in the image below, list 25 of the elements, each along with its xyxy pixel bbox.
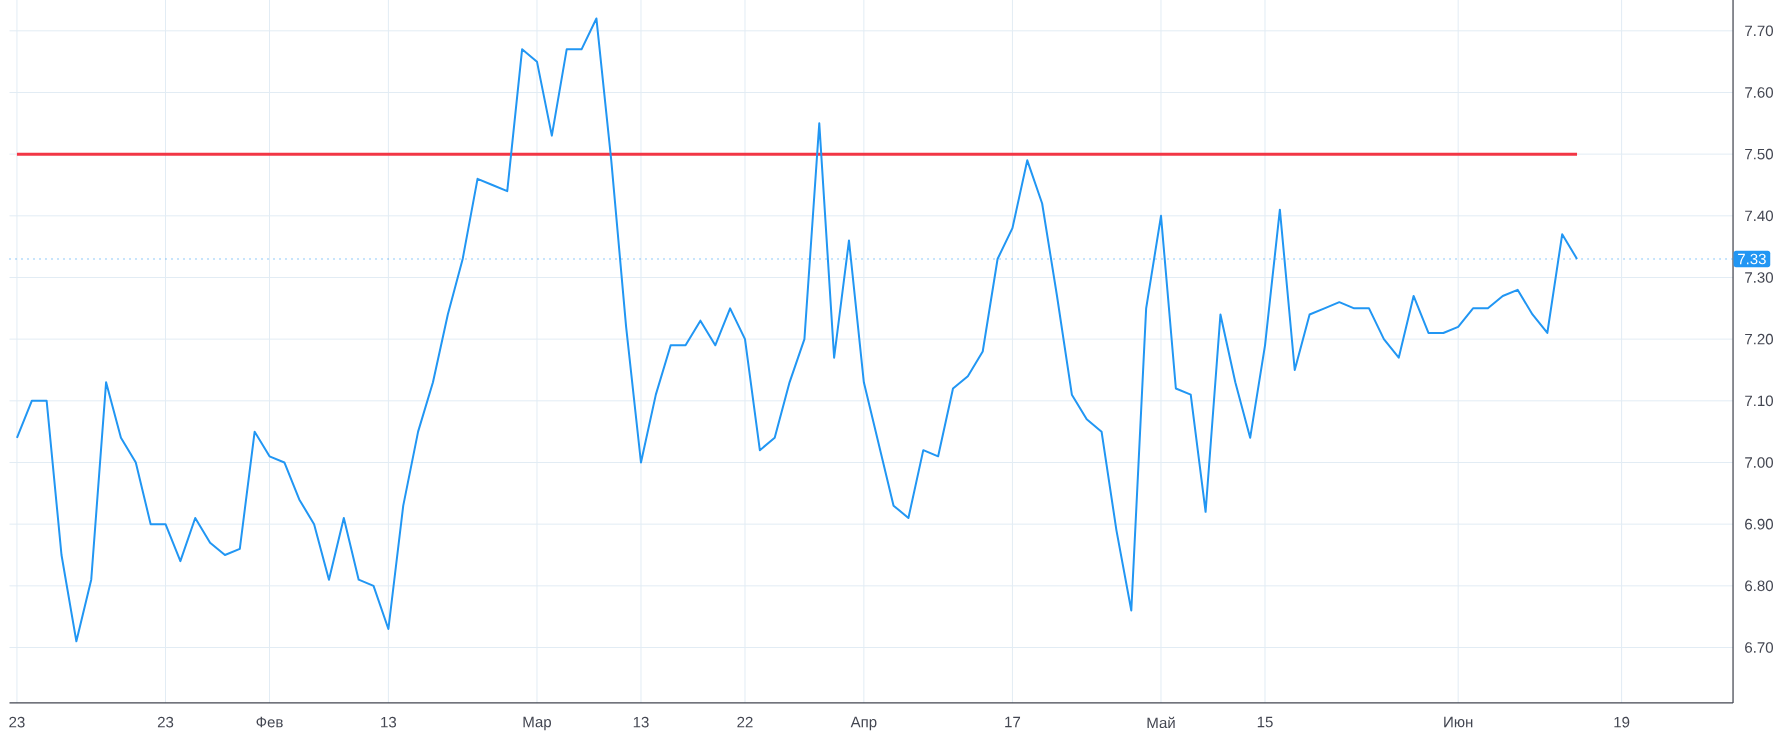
x-tick-label: 23 <box>157 716 174 728</box>
y-tick-label: 6.80 <box>1745 580 1773 592</box>
y-tick-label: 6.90 <box>1745 518 1773 530</box>
y-tick-label: 6.70 <box>1745 642 1773 653</box>
x-tick-label: Май <box>1147 716 1175 729</box>
x-tick-label: 13 <box>633 716 649 728</box>
y-tick-label: 7.50 <box>1745 148 1773 160</box>
y-tick-label: 7.10 <box>1745 395 1773 407</box>
x-tick-label: 17 <box>1005 716 1021 728</box>
x-tick-label: Июн <box>1444 716 1473 728</box>
x-tick-label: 13 <box>381 716 397 728</box>
y-tick-label: 7.00 <box>1745 457 1773 468</box>
x-tick-label: Мар <box>523 716 552 731</box>
x-tick-label: 23 <box>9 716 25 728</box>
y-tick-label: 7.20 <box>1745 333 1773 345</box>
x-tick-label: 15 <box>1257 716 1273 728</box>
ref-line-label: 7.33 <box>1738 253 1766 265</box>
x-tick-label: Апр <box>850 716 877 731</box>
x-tick-label: 22 <box>737 716 753 728</box>
y-tick-label: 7.70 <box>1745 25 1773 37</box>
y-tick-label: 7.30 <box>1745 272 1773 283</box>
x-tick-label: Фев <box>256 716 283 728</box>
y-tick-label: 7.60 <box>1745 87 1773 98</box>
y-tick-label: 7.40 <box>1745 210 1773 222</box>
x-tick-label: 19 <box>1614 716 1630 728</box>
